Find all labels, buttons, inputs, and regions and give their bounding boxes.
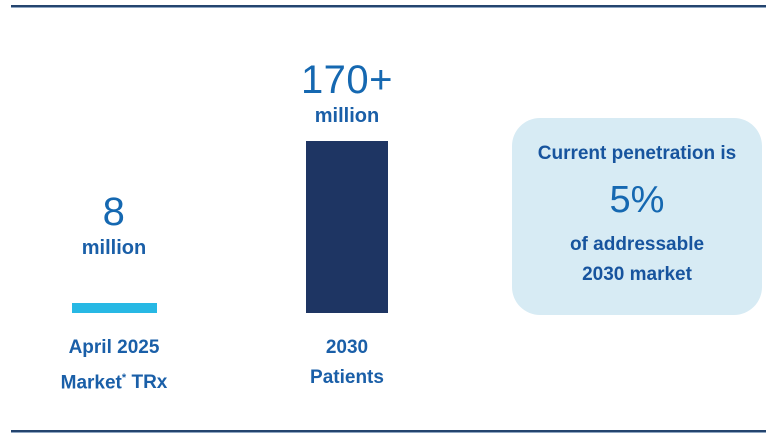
penetration-callout-card: Current penetration is 5% of addressable… (512, 118, 762, 315)
callout-stat: 5% (609, 179, 665, 221)
bar2-unit: million (314, 105, 380, 127)
bar1-unit: million (81, 237, 147, 259)
bar-2030-patients (306, 141, 388, 313)
bar-april-2025-trx (72, 303, 157, 313)
bar2-value: 170+ (300, 58, 394, 102)
top-divider (11, 5, 766, 8)
callout-line2: 2030 market (582, 264, 692, 285)
bar1-label-line2: Market* TRx (60, 372, 168, 394)
bar2-category-label: 2030 Patients (237, 333, 457, 393)
bar2-label-line2: Patients (310, 367, 384, 388)
bottom-divider (11, 430, 766, 433)
callout-title: Current penetration is (537, 143, 737, 164)
bar1-value: 8 (102, 190, 126, 234)
callout-line1: of addressable (569, 234, 705, 255)
bar1-label-line1: April 2025 (68, 337, 160, 358)
bar2-label-line1: 2030 (325, 337, 369, 358)
bar1-category-label: April 2025 Market* TRx (4, 333, 224, 398)
footnote-asterisk: * (121, 372, 127, 384)
